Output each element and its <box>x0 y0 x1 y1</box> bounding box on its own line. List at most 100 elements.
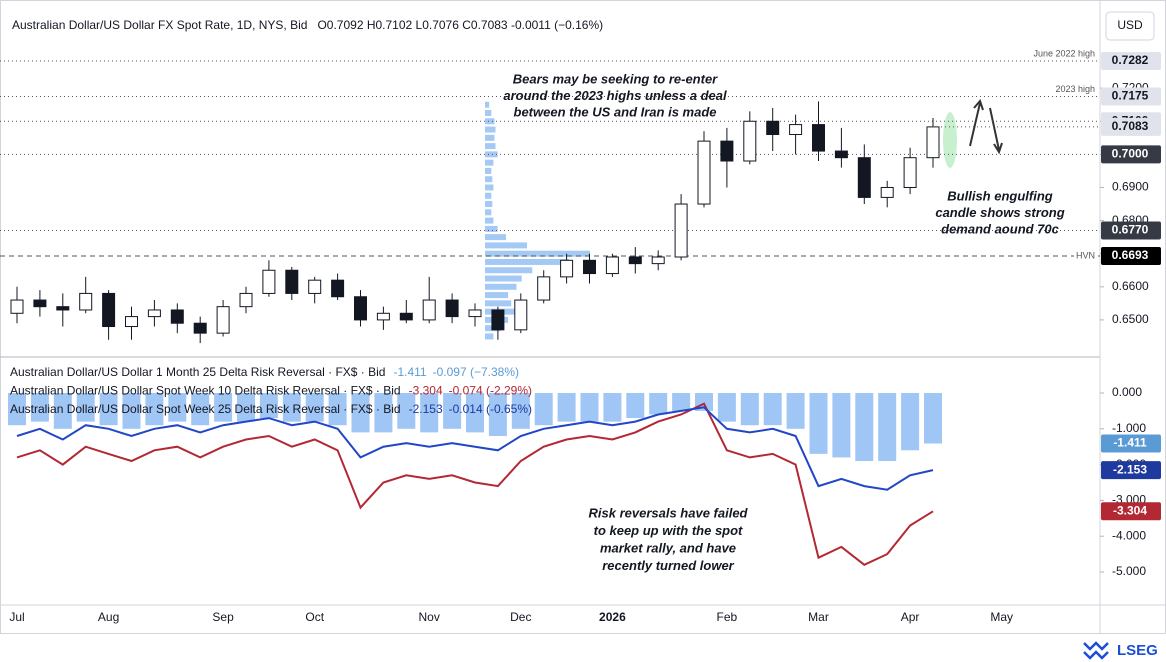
legend-value: -2.153 <box>409 402 443 416</box>
bar <box>901 393 920 451</box>
candle-body <box>605 256 619 275</box>
bar <box>786 393 805 429</box>
candle-body <box>125 316 138 328</box>
candle-body <box>33 299 47 308</box>
x-tick-label: Nov <box>419 610 440 624</box>
volume-profile-bar <box>485 118 495 125</box>
candle-body <box>10 299 24 314</box>
bar <box>282 393 301 422</box>
volume-profile-bar <box>485 109 492 116</box>
bar <box>237 393 255 422</box>
candle-body <box>147 309 161 318</box>
arrow-up <box>969 99 984 147</box>
annotation: Bears may be seeking to re-enter <box>513 71 718 86</box>
level-box-label: 0.6770 <box>1112 223 1149 237</box>
bar <box>809 393 828 454</box>
volume-profile-bar <box>485 275 522 282</box>
volume-profile-bar <box>485 225 498 232</box>
last-value-label: -1.411 <box>1113 436 1147 450</box>
volume-profile-bar <box>485 159 494 166</box>
candle-body <box>308 279 322 294</box>
level-box <box>1101 87 1161 106</box>
candle-body <box>354 296 367 321</box>
bar <box>305 393 324 422</box>
bar <box>374 393 393 433</box>
bar <box>488 393 507 436</box>
bar <box>8 393 26 426</box>
candle-body <box>468 309 482 318</box>
last-value-box <box>1101 461 1161 480</box>
bar <box>53 393 72 429</box>
bar <box>145 393 164 426</box>
volume-profile-bar <box>485 101 490 108</box>
x-tick-label: 2026 <box>599 610 626 624</box>
annotation: recently turned lower <box>602 558 734 573</box>
volume-profile-bar <box>485 184 494 191</box>
candle-body <box>697 140 711 205</box>
bar <box>351 393 370 433</box>
bar <box>626 393 645 419</box>
bar <box>30 393 49 422</box>
x-tick-label: Aug <box>98 610 119 624</box>
arrow-down <box>989 107 1003 155</box>
level-box <box>1101 52 1161 71</box>
bar <box>397 393 416 429</box>
volume-profile-bar <box>485 300 512 307</box>
volume-profile-bar <box>485 283 517 290</box>
bar <box>443 393 462 429</box>
candle-body <box>193 322 207 334</box>
x-tick-label: Oct <box>305 610 324 624</box>
candle-body <box>285 269 299 294</box>
bar <box>168 393 187 422</box>
last-value-box <box>1101 434 1161 453</box>
bar <box>924 393 942 444</box>
annotation: demand aound 70c <box>941 221 1060 236</box>
candle-body <box>399 312 413 321</box>
candle-body <box>812 124 825 152</box>
y-tick-label: 0.6500 <box>1112 312 1149 326</box>
candle-body <box>903 157 917 188</box>
candle-body <box>880 186 894 198</box>
candle-body <box>628 256 642 265</box>
volume-profile-bar <box>485 192 492 199</box>
candle-body <box>102 292 116 328</box>
y-tick-label: 0.6600 <box>1112 279 1149 293</box>
candle-body <box>216 306 230 334</box>
candle-body <box>239 292 253 308</box>
y-tick-label: -1.000 <box>1112 421 1146 435</box>
volume-profile-bar <box>485 201 493 208</box>
chart-title: Australian Dollar/US Dollar FX Spot Rate… <box>12 18 307 32</box>
bar <box>191 393 210 426</box>
logo-text: LSEG <box>1117 642 1158 659</box>
volume-profile-bar <box>485 250 590 257</box>
level-box-label: 0.7282 <box>1112 53 1149 67</box>
bar <box>878 393 897 462</box>
candle-body <box>491 309 505 331</box>
level-box <box>1101 247 1161 266</box>
bar <box>855 393 874 462</box>
x-tick-label: Apr <box>901 610 920 624</box>
currency-button[interactable] <box>1105 11 1155 41</box>
volume-profile-bar <box>485 234 506 241</box>
x-tick-label: Feb <box>717 610 738 624</box>
bar <box>580 393 599 422</box>
annotation: candle shows strong <box>935 205 1064 220</box>
candle-body <box>583 259 596 275</box>
candle-body <box>651 256 665 265</box>
highlight <box>943 112 957 168</box>
x-tick-label: Dec <box>510 610 531 624</box>
candle-body <box>720 140 734 162</box>
bar <box>672 393 691 411</box>
candle-body <box>834 150 848 159</box>
bar <box>763 393 782 426</box>
legend-change: -0.074 (-2.29%) <box>449 384 532 398</box>
volume-profile-bar <box>485 217 494 224</box>
annotation: market rally, and have <box>600 540 736 555</box>
level-box-label: 0.7000 <box>1112 147 1149 161</box>
candle-body <box>56 306 70 311</box>
x-tick-label: Sep <box>212 610 234 624</box>
x-tick-label: May <box>990 610 1013 624</box>
candle-body <box>331 279 345 298</box>
volume-profile-bar <box>485 209 492 216</box>
bar <box>259 393 278 419</box>
